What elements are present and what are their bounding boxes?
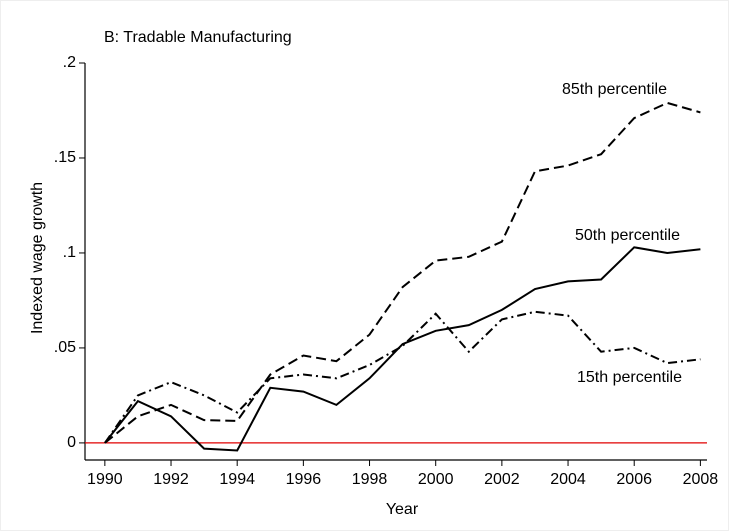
- x-tick-label: 1996: [286, 471, 322, 488]
- x-tick-label: 2006: [616, 471, 652, 488]
- y-axis-label: Indexed wage growth: [29, 182, 46, 334]
- x-tick-label: 1990: [87, 471, 123, 488]
- x-tick-label: 2004: [550, 471, 586, 488]
- series-label: 15th percentile: [577, 369, 682, 386]
- y-tick-label: .2: [63, 54, 76, 71]
- x-tick-label: 1998: [352, 471, 388, 488]
- y-tick-label: .1: [63, 244, 76, 261]
- series-label: 50th percentile: [575, 227, 680, 244]
- y-tick-label: 0: [67, 434, 76, 451]
- y-tick-label: .15: [54, 149, 76, 166]
- x-tick-label: 1992: [153, 471, 189, 488]
- series-line: [104, 101, 701, 444]
- x-axis-label: Year: [386, 501, 419, 518]
- x-tick-label: 2000: [418, 471, 454, 488]
- y-tick-label: .05: [54, 339, 76, 356]
- x-tick-label: 2002: [484, 471, 520, 488]
- x-tick-label: 2008: [683, 471, 719, 488]
- series-label: 85th percentile: [562, 81, 667, 98]
- chart-title: B: Tradable Manufacturing: [104, 29, 292, 46]
- series-line: [104, 310, 701, 444]
- series-line: [104, 246, 701, 452]
- x-tick-label: 1994: [219, 471, 255, 488]
